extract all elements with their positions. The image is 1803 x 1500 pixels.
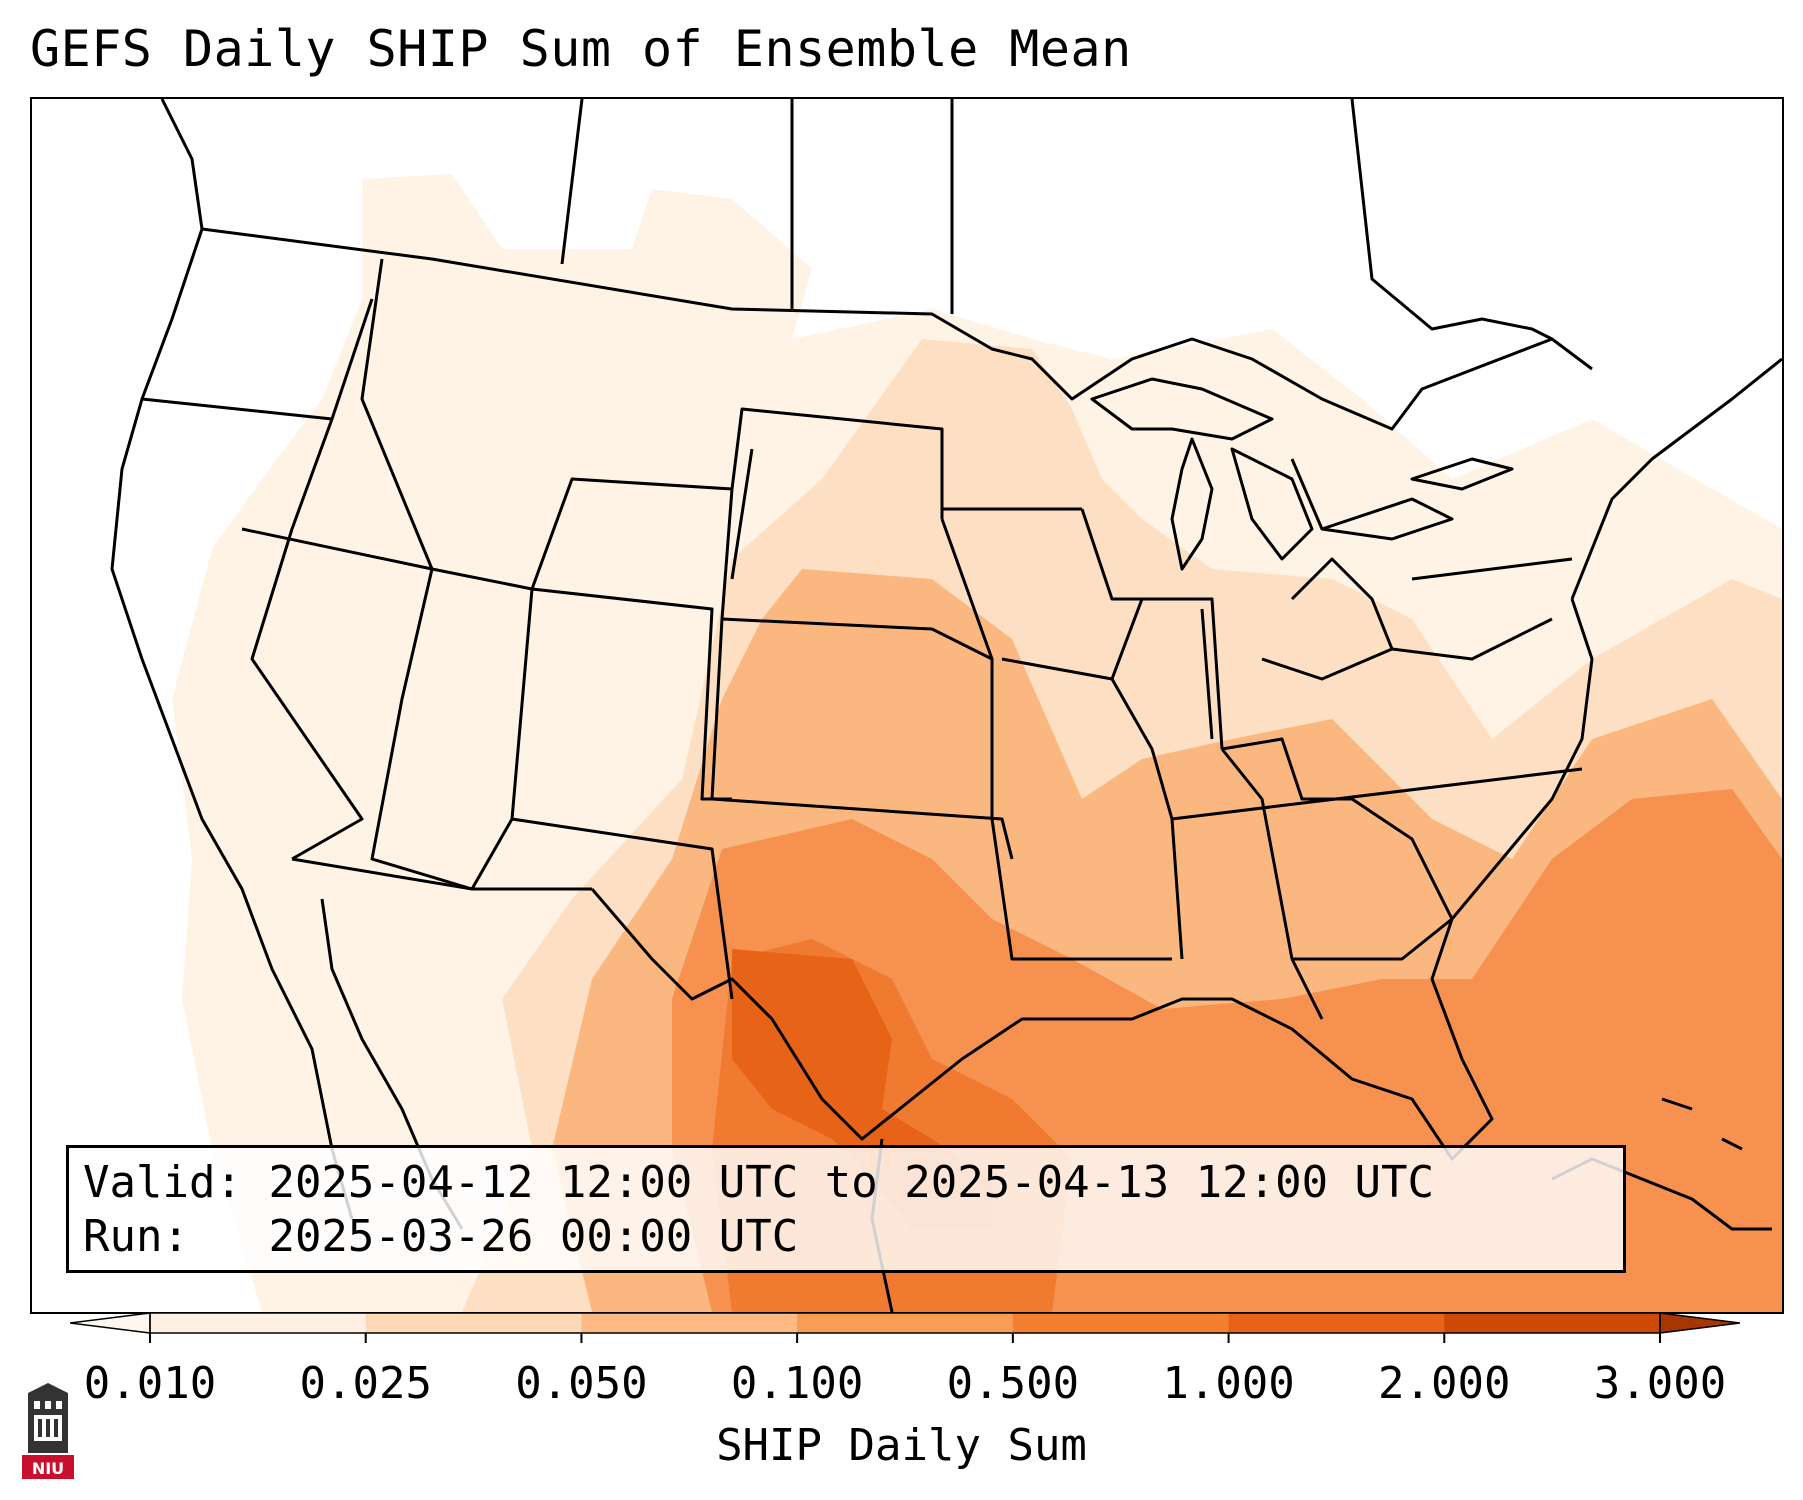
run-value: 2025-03-26 00:00 UTC — [268, 1211, 799, 1262]
state-lines — [141, 258, 1583, 1020]
canada-province-lines — [560, 99, 1553, 341]
colorbar-ticks — [149, 1333, 1661, 1343]
colorbar-tick-label: 0.100 — [730, 1358, 864, 1409]
colorbar-segment — [797, 1313, 1014, 1333]
great-lakes — [1090, 377, 1514, 571]
colorbar-segment — [365, 1313, 582, 1333]
colorbar-tick-label: 1.000 — [1162, 1358, 1295, 1409]
niu-tower-logo-icon: NIU — [20, 1383, 76, 1481]
valid-value: 2025-04-12 12:00 UTC to 2025-04-13 12:00… — [268, 1157, 1435, 1208]
colorbar-segment — [1444, 1313, 1661, 1333]
map-panel — [30, 97, 1784, 1314]
colorbar-segment — [581, 1313, 798, 1333]
us-mexico-border — [291, 857, 592, 891]
logo-text: NIU — [32, 1459, 64, 1478]
colorbar-outline — [149, 1312, 1661, 1334]
colorbar-segments — [150, 1313, 1661, 1333]
colorbar-tick-label: 0.050 — [515, 1358, 648, 1409]
colorbar — [69, 1308, 1741, 1358]
colorbar-tick-label: 2.000 — [1378, 1358, 1511, 1409]
gulf-coast — [590, 598, 1594, 1161]
run-label: Run: — [83, 1211, 189, 1262]
colorbar-segment — [1012, 1313, 1230, 1333]
us-canada-border — [201, 227, 1593, 431]
valid-label: Valid: — [83, 1157, 242, 1208]
colorbar-over-extension — [1659, 1312, 1741, 1334]
colorbar-tick-label: 0.010 — [83, 1358, 217, 1409]
east-coast — [1570, 357, 1782, 600]
colorbar-label: SHIP Daily Sum — [716, 1420, 1087, 1471]
colorbar-svg — [69, 1312, 1741, 1343]
valid-run-info-box: Valid: 2025-04-12 12:00 UTC to 2025-04-1… — [66, 1145, 1626, 1273]
conus-map — [110, 99, 1782, 1312]
page-title: GEFS Daily SHIP Sum of Ensemble Mean — [30, 20, 1132, 78]
colorbar-segment — [150, 1313, 367, 1333]
colorbar-tick-label: 3.000 — [1593, 1358, 1727, 1409]
colorbar-segment — [1228, 1313, 1445, 1333]
colorbar-tick-label: 0.500 — [946, 1358, 1080, 1409]
coastline-west — [110, 99, 354, 1220]
colorbar-under-extension — [69, 1312, 151, 1334]
colorbar-tick-label: 0.025 — [299, 1358, 432, 1409]
